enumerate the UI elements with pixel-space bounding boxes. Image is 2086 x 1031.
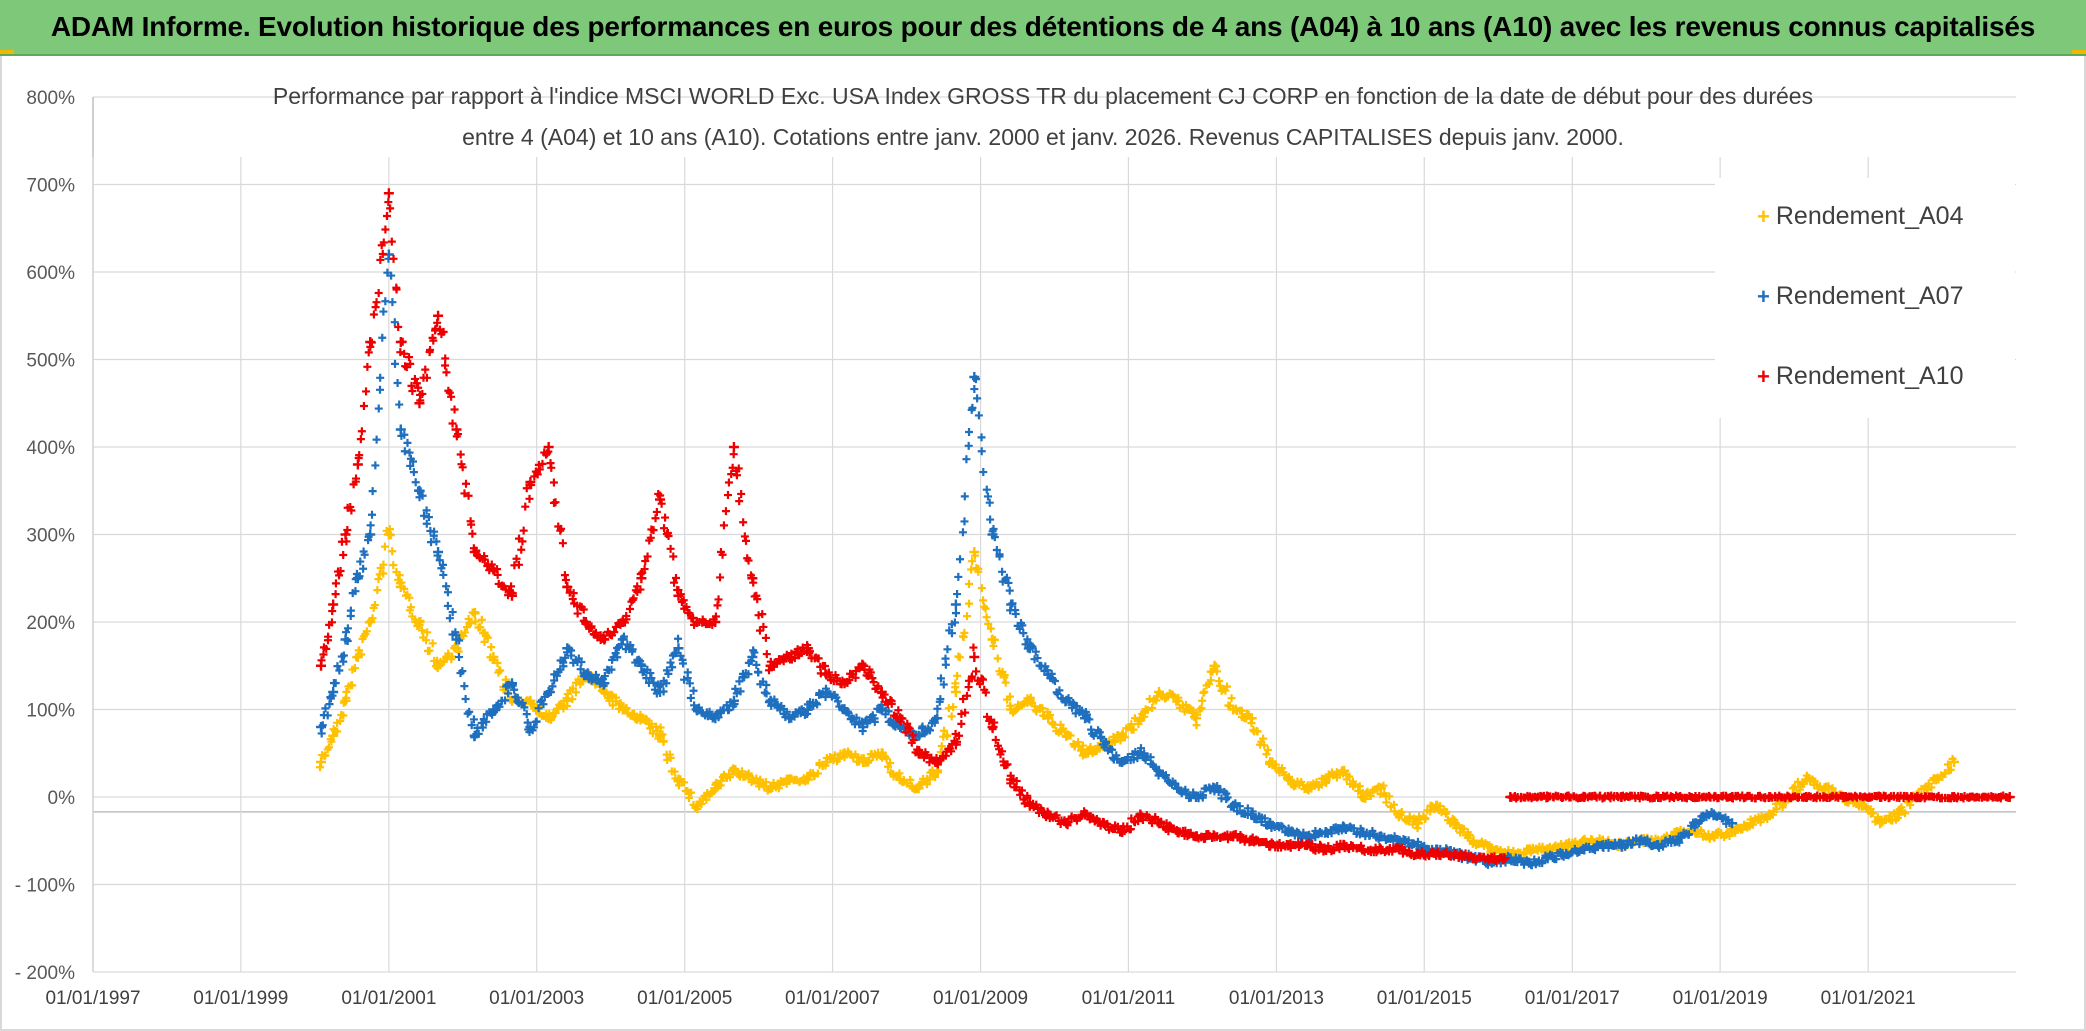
x-tick-label: 01/01/2017	[1525, 988, 1620, 1009]
legend-plus-icon-a07: +	[1757, 283, 1770, 309]
legend-label-a04: Rendement_A04	[1775, 202, 1964, 230]
data-point	[340, 634, 351, 645]
y-tick-label: 200%	[26, 613, 75, 634]
chart-title-line-2: entre 4 (A04) et 10 ans (A10). Cotations…	[462, 124, 1624, 150]
x-tick-label: 01/01/2015	[1377, 988, 1472, 1009]
series-markers	[316, 188, 2015, 870]
x-tick-label: 01/01/1999	[193, 988, 288, 1009]
y-tick-label: 600%	[26, 263, 75, 284]
series-rendement-a07	[316, 249, 1738, 870]
y-tick-label: 800%	[26, 88, 75, 109]
banner-corner-mark-right	[2072, 50, 2086, 54]
y-tick-label: 0%	[48, 788, 76, 809]
y-tick-label: 400%	[26, 438, 75, 459]
x-tick-label: 01/01/2001	[341, 988, 436, 1009]
legend-label-a07: Rendement_A07	[1775, 282, 1964, 310]
data-point	[673, 643, 684, 654]
legend-label-a10: Rendement_A10	[1775, 362, 1964, 390]
data-point-cloud	[317, 198, 2012, 866]
x-tick-label: 01/01/2009	[933, 988, 1028, 1009]
legend-item-a04: + Rendement_A04	[1757, 202, 1964, 231]
report-title: ADAM Informe. Evolution historique des p…	[50, 11, 2036, 42]
y-tick-label: 300%	[26, 526, 75, 547]
y-tick-label: - 200%	[15, 963, 75, 984]
chart-title-line-1: Performance par rapport à l'indice MSCI …	[273, 83, 1813, 109]
data-point	[969, 372, 980, 382]
legend-item-a07: + Rendement_A07	[1757, 282, 1964, 311]
x-tick-label: 01/01/2003	[489, 988, 584, 1009]
y-tick-label: 100%	[26, 701, 75, 722]
legend-item-a10: + Rendement_A10	[1757, 362, 1964, 391]
x-tick-label: 01/01/1997	[45, 988, 140, 1009]
banner-corner-mark-left	[0, 50, 14, 54]
data-point-cloud	[317, 254, 1734, 870]
data-point	[950, 599, 961, 610]
chart-legend: + Rendement_A04 + Rendement_A07 + Rendem…	[1715, 178, 2015, 418]
y-tick-label: - 100%	[15, 876, 75, 897]
y-tick-label: 700%	[26, 176, 75, 197]
legend-plus-icon-a10: +	[1757, 363, 1770, 389]
series-rendement-a10	[316, 188, 2015, 866]
x-tick-label: 01/01/2021	[1821, 988, 1916, 1009]
y-tick-label: 500%	[26, 351, 75, 372]
x-tick-label: 01/01/2011	[1082, 988, 1176, 1009]
x-tick-label: 01/01/2019	[1673, 988, 1768, 1009]
data-point	[383, 188, 394, 199]
axis-labels: 800% 700% 600% 500% 400% 300% 200% 100% 0% - 100%…	[15, 88, 1916, 1009]
legend-plus-icon-a04: +	[1757, 203, 1770, 229]
x-tick-label: 01/01/2007	[785, 988, 880, 1009]
data-point	[365, 529, 376, 540]
x-tick-label: 01/01/2005	[637, 988, 732, 1009]
report-banner: ADAM Informe. Evolution historique des p…	[0, 0, 2086, 56]
data-point	[969, 652, 980, 662]
x-tick-label: 01/01/2013	[1229, 988, 1324, 1009]
